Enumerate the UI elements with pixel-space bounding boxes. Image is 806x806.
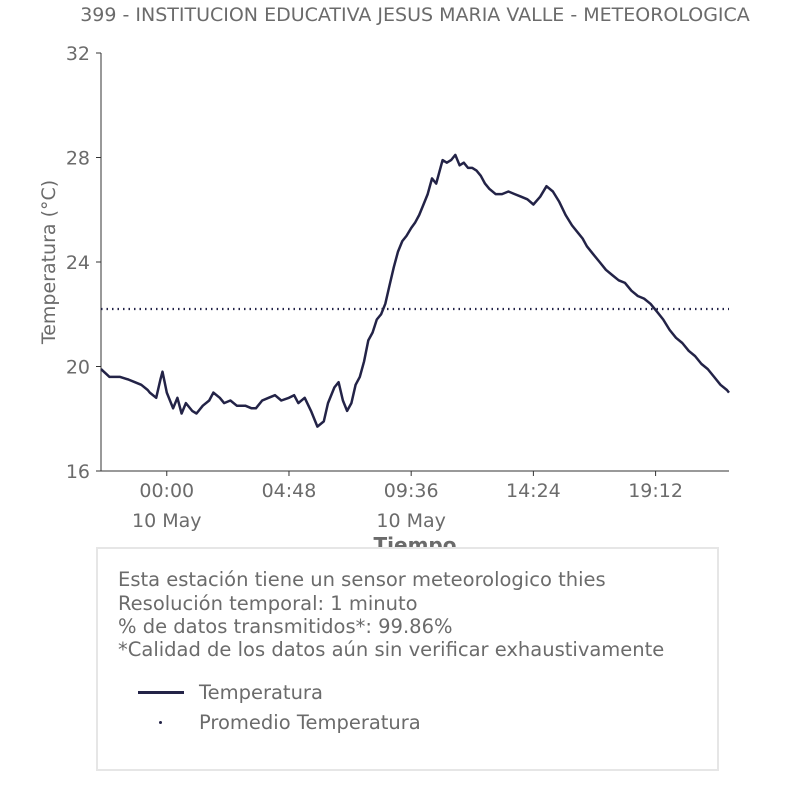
info-line-resolution: Resolución temporal: 1 minuto xyxy=(118,592,418,615)
x-tick-label: 09:36 xyxy=(384,480,439,502)
y-tick-label: 24 xyxy=(66,252,90,274)
x-tick-label: 14:24 xyxy=(506,480,561,502)
y-tick-label: 16 xyxy=(66,461,90,483)
info-line-transmitted: % de datos transmitidos*: 99.86% xyxy=(118,615,453,638)
series xyxy=(100,153,730,428)
y-tick-label: 32 xyxy=(66,43,90,65)
legend-item-temperatura: Temperatura xyxy=(138,681,538,705)
x-tick-label: 00:00 xyxy=(139,480,194,502)
info-line-quality: *Calidad de los datos aún sin verificar … xyxy=(118,638,665,661)
temperature-series-line xyxy=(100,153,730,428)
x-ticks: 00:00 10 May 04:48 09:36 10 May 14:24 19:12 xyxy=(132,471,683,532)
legend-dot-swatch xyxy=(159,721,162,724)
y-axis-label: Temperatura (°C) xyxy=(38,180,60,345)
legend-label-temperatura: Temperatura xyxy=(199,681,323,704)
x-tick-sublabel: 10 May xyxy=(376,510,446,532)
legend-line-swatch xyxy=(138,691,184,694)
y-tick-label: 20 xyxy=(66,357,90,379)
legend-item-promedio: Promedio Temperatura xyxy=(138,711,538,735)
x-tick-sublabel: 10 May xyxy=(132,510,202,532)
info-box: Esta estación tiene un sensor meteorolog… xyxy=(96,547,719,771)
chart-title: 399 - INSTITUCION EDUCATIVA JESUS MARIA … xyxy=(80,4,750,26)
x-tick-label: 19:12 xyxy=(628,480,683,502)
y-ticks: 16 20 24 28 32 xyxy=(66,43,101,483)
legend-label-promedio: Promedio Temperatura xyxy=(199,711,421,734)
axes xyxy=(100,53,729,472)
info-line-sensor: Esta estación tiene un sensor meteorolog… xyxy=(118,568,606,591)
x-tick-label: 04:48 xyxy=(262,480,317,502)
y-tick-label: 28 xyxy=(66,148,90,170)
